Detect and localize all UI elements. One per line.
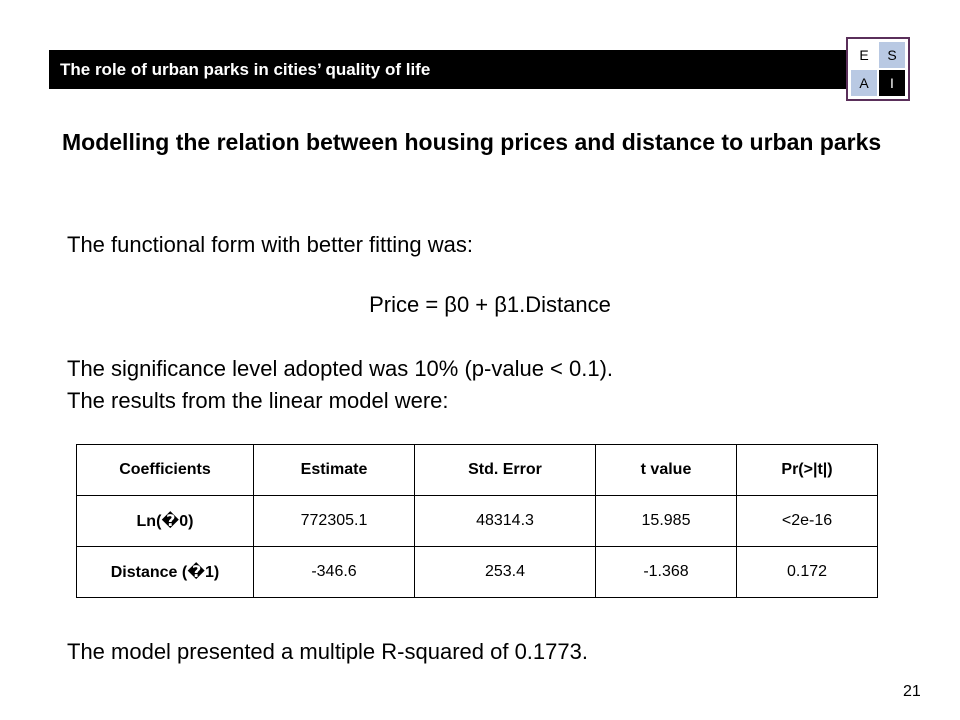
table-header-cell: Estimate [253, 444, 415, 496]
table-header-cell: Pr(>|t|) [736, 444, 878, 496]
table-cell: 253.4 [414, 546, 596, 598]
table-header-row: Coefficients Estimate Std. Error t value… [76, 444, 878, 496]
table-cell: -1.368 [595, 546, 737, 598]
table-cell-label: Ln(�0) [76, 495, 254, 547]
r-squared-text: The model presented a multiple R-squared… [67, 639, 588, 664]
table-cell: -346.6 [253, 546, 415, 598]
header-title: The role of urban parks in cities’ quali… [60, 60, 431, 79]
results-intro-text: The results from the linear model were: [67, 388, 449, 413]
header-title-bar: The role of urban parks in cities’ quali… [49, 50, 851, 89]
table-cell: 772305.1 [253, 495, 415, 547]
table-cell-label: Distance (�1) [76, 546, 254, 598]
table-row: Ln(�0) 772305.1 48314.3 15.985 <2e-16 [76, 495, 878, 547]
logo-letter-e: E [851, 42, 877, 68]
table-cell: 15.985 [595, 495, 737, 547]
table-cell: <2e-16 [736, 495, 878, 547]
table-header-cell: Std. Error [414, 444, 596, 496]
coefficients-table: Coefficients Estimate Std. Error t value… [76, 444, 878, 598]
logo-letter-i: I [879, 70, 905, 96]
slide-subtitle: Modelling the relation between housing p… [62, 129, 882, 155]
page-number: 21 [903, 683, 921, 700]
intro-text: The functional form with better fitting … [67, 232, 473, 257]
logo-letter-s: S [879, 42, 905, 68]
table-header-cell: t value [595, 444, 737, 496]
model-equation: Price = β0 + β1.Distance [369, 292, 611, 317]
logo-letter-a: A [851, 70, 877, 96]
table-cell: 0.172 [736, 546, 878, 598]
esai-logo: E S A I [846, 37, 910, 101]
table-row: Distance (�1) -346.6 253.4 -1.368 0.172 [76, 546, 878, 598]
table-header-cell: Coefficients [76, 444, 254, 496]
table-cell: 48314.3 [414, 495, 596, 547]
significance-text: The significance level adopted was 10% (… [67, 356, 614, 381]
